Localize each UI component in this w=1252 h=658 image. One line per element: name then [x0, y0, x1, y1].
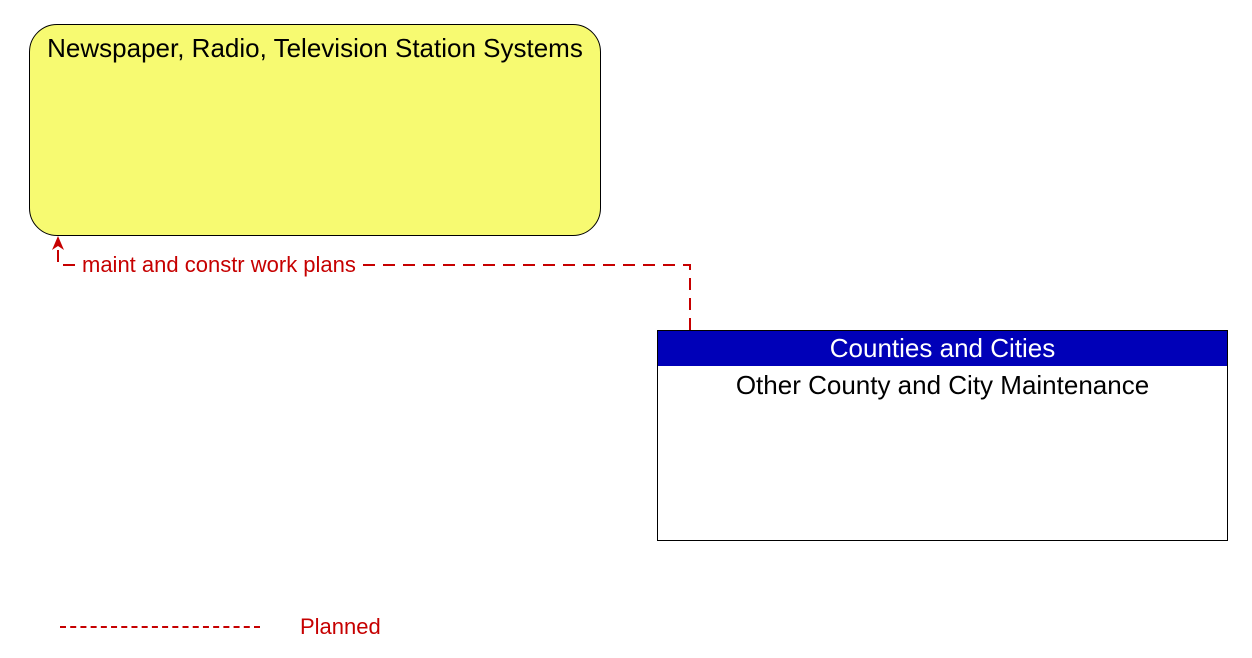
edge-label-maint: maint and constr work plans [78, 252, 360, 278]
node-county-header: Counties and Cities [658, 331, 1227, 366]
legend-label: Planned [300, 614, 381, 640]
node-county-subtitle: Other County and City Maintenance [658, 366, 1227, 405]
node-media-title: Newspaper, Radio, Television Station Sys… [42, 33, 588, 64]
node-media-systems: Newspaper, Radio, Television Station Sys… [29, 24, 601, 236]
node-county-city: Counties and Cities Other County and Cit… [657, 330, 1228, 541]
legend: Planned [60, 614, 381, 640]
legend-line-icon [60, 626, 260, 628]
diagram-container: Newspaper, Radio, Television Station Sys… [0, 0, 1252, 658]
